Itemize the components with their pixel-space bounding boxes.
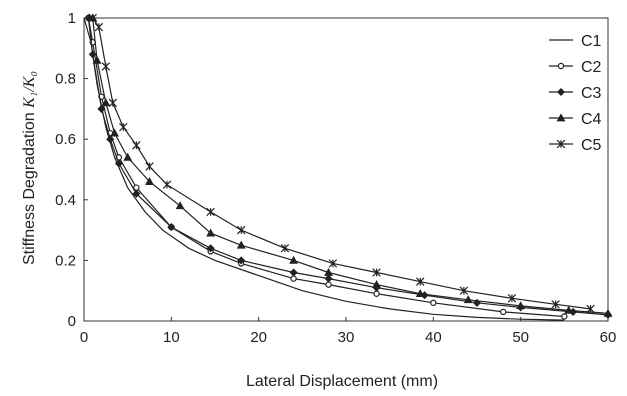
series-line bbox=[87, 17, 609, 316]
data-point-diamond bbox=[324, 274, 333, 283]
data-point-x bbox=[119, 122, 128, 132]
x-tick-label: 50 bbox=[512, 329, 529, 346]
series-c1 bbox=[83, 17, 565, 321]
series-c3 bbox=[84, 13, 613, 319]
data-point-triangle bbox=[123, 152, 133, 161]
data-point-diamond bbox=[206, 244, 215, 253]
y-tick-label: 0.6 bbox=[55, 131, 76, 148]
data-point-diamond bbox=[556, 87, 566, 97]
data-point-diamond bbox=[114, 159, 123, 168]
data-point-circle bbox=[561, 313, 568, 320]
data-point-triangle bbox=[206, 228, 216, 237]
data-point-triangle bbox=[101, 98, 111, 107]
data-point-diamond bbox=[106, 135, 115, 144]
data-point-circle bbox=[373, 290, 380, 297]
data-point-triangle bbox=[324, 267, 333, 276]
plot-border bbox=[83, 17, 609, 322]
data-point-x bbox=[551, 300, 560, 309]
data-point-x bbox=[94, 22, 104, 32]
x-tick-label: 40 bbox=[425, 329, 442, 346]
y-tick-label: 0 bbox=[68, 313, 76, 330]
data-point-circle bbox=[430, 299, 437, 307]
data-point-x bbox=[556, 139, 566, 149]
series-line bbox=[92, 17, 609, 314]
data-point-triangle bbox=[463, 295, 473, 304]
legend: C1 C2 C3 C4 C5 bbox=[549, 33, 602, 154]
y-axis-title-text: Stiffness Degradation bbox=[21, 108, 38, 265]
data-point-triangle bbox=[110, 128, 119, 137]
y-tick-label: 1 bbox=[68, 10, 76, 27]
legend-item-c3: C3 bbox=[549, 85, 602, 102]
legend-label: C4 bbox=[581, 111, 602, 128]
data-point-x bbox=[145, 162, 154, 171]
x-tick-label: 10 bbox=[163, 329, 180, 346]
data-point-x bbox=[507, 294, 517, 303]
data-point-x bbox=[162, 180, 172, 189]
data-point-circle bbox=[290, 275, 297, 282]
data-point-diamond bbox=[132, 189, 141, 198]
y-tick-label: 0.8 bbox=[55, 71, 76, 88]
legend-label: C1 bbox=[581, 33, 602, 50]
legend-item-c4: C4 bbox=[549, 111, 602, 128]
data-point-triangle bbox=[92, 55, 102, 64]
data-point-x bbox=[586, 304, 595, 314]
data-point-triangle bbox=[236, 240, 246, 249]
x-tick-label: 60 bbox=[600, 329, 617, 346]
data-point-triangle bbox=[556, 113, 566, 122]
data-point-diamond bbox=[97, 104, 106, 113]
series-line bbox=[92, 17, 591, 310]
data-point-x bbox=[236, 225, 246, 235]
legend-item-c2: C2 bbox=[549, 59, 602, 76]
data-point-triangle bbox=[603, 308, 613, 317]
data-point-circle bbox=[325, 281, 332, 288]
y-tick-label: 0.4 bbox=[55, 192, 76, 209]
legend-label: C5 bbox=[581, 137, 602, 154]
data-point-x bbox=[372, 268, 381, 277]
series-c4 bbox=[88, 13, 613, 317]
data-point-x bbox=[416, 277, 425, 286]
x-tick-label: 30 bbox=[338, 329, 355, 346]
legend-item-c1: C1 bbox=[549, 33, 602, 50]
data-point-triangle bbox=[564, 305, 574, 314]
legend-label: C2 bbox=[581, 59, 602, 76]
data-point-triangle bbox=[289, 255, 299, 264]
y-axis-title: Stiffness Degradation K₁/K₀ bbox=[21, 71, 38, 265]
data-point-x bbox=[328, 259, 338, 268]
series-c5 bbox=[88, 13, 595, 314]
data-point-diamond bbox=[237, 256, 246, 265]
y-axis-title-math: K₁/K₀ bbox=[21, 71, 38, 109]
data-point-x bbox=[280, 244, 290, 253]
x-tick-label: 0 bbox=[80, 329, 88, 346]
series-line bbox=[83, 17, 565, 321]
axes-layer: 0 10 20 30 40 50 60 0 0.2 0.4 0.6 0.8 1 bbox=[55, 10, 616, 346]
data-point-triangle bbox=[516, 301, 526, 310]
data-point-x bbox=[132, 141, 141, 150]
data-point-triangle bbox=[415, 289, 425, 298]
legend-label: C3 bbox=[581, 85, 602, 102]
legend-item-c5: C5 bbox=[549, 137, 602, 154]
data-point-x bbox=[101, 62, 111, 71]
x-axis-title: Lateral Displacement (mm) bbox=[246, 373, 438, 390]
data-point-circle bbox=[557, 62, 565, 70]
plot-frame bbox=[83, 17, 609, 322]
data-point-triangle bbox=[145, 176, 154, 185]
data-point-triangle bbox=[175, 201, 185, 210]
data-point-diamond bbox=[167, 223, 176, 232]
x-tick-label: 20 bbox=[250, 329, 267, 346]
data-point-circle bbox=[500, 308, 507, 316]
data-point-x bbox=[108, 98, 118, 108]
series-layer bbox=[83, 13, 613, 321]
data-point-x bbox=[206, 207, 215, 217]
data-point-x bbox=[459, 286, 469, 295]
data-point-triangle bbox=[372, 280, 381, 288]
data-point-x bbox=[88, 13, 97, 23]
y-tick-label: 0.2 bbox=[55, 252, 76, 269]
data-point-diamond bbox=[88, 50, 97, 59]
data-point-diamond bbox=[289, 268, 298, 277]
